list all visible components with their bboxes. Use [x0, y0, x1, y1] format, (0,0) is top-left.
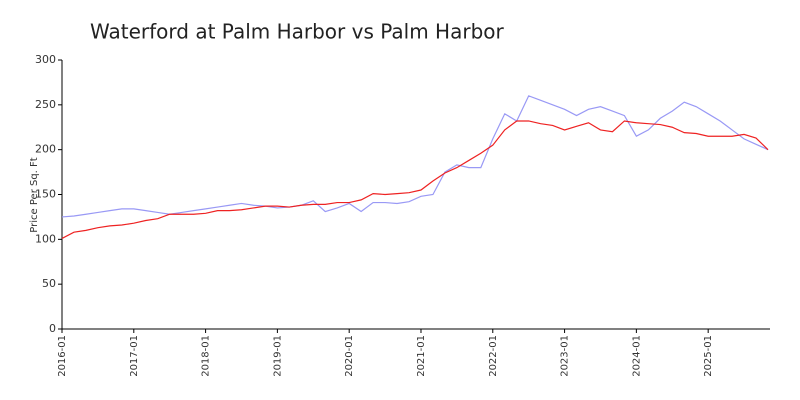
x-tick-label: 2017-01 — [129, 335, 140, 377]
y-tick-label: 300 — [35, 53, 56, 66]
x-tick-label: 2019-01 — [272, 335, 283, 377]
x-tick-label: 2016-01 — [57, 335, 68, 377]
y-tick-label: 50 — [42, 277, 56, 290]
y-tick-label: 150 — [35, 188, 56, 201]
x-tick-label: 2024-01 — [631, 335, 642, 377]
y-axis-label: Price Per Sq. Ft — [29, 157, 40, 232]
y-tick-label: 0 — [49, 322, 56, 335]
x-tick-label: 2022-01 — [488, 335, 499, 377]
chart-title: Waterford at Palm Harbor vs Palm Harbor — [90, 20, 504, 44]
y-tick-label: 250 — [35, 98, 56, 111]
x-tick-label: 2020-01 — [344, 335, 355, 377]
x-tick-label: 2025-01 — [703, 335, 714, 377]
data-line — [61, 120, 769, 239]
data-line — [61, 95, 769, 218]
y-tick-label: 100 — [35, 232, 56, 245]
x-tick-label: 2018-01 — [201, 335, 212, 377]
x-tick-label: 2023-01 — [560, 335, 571, 377]
y-tick-label: 200 — [35, 143, 56, 156]
x-tick-label: 2021-01 — [416, 335, 427, 377]
